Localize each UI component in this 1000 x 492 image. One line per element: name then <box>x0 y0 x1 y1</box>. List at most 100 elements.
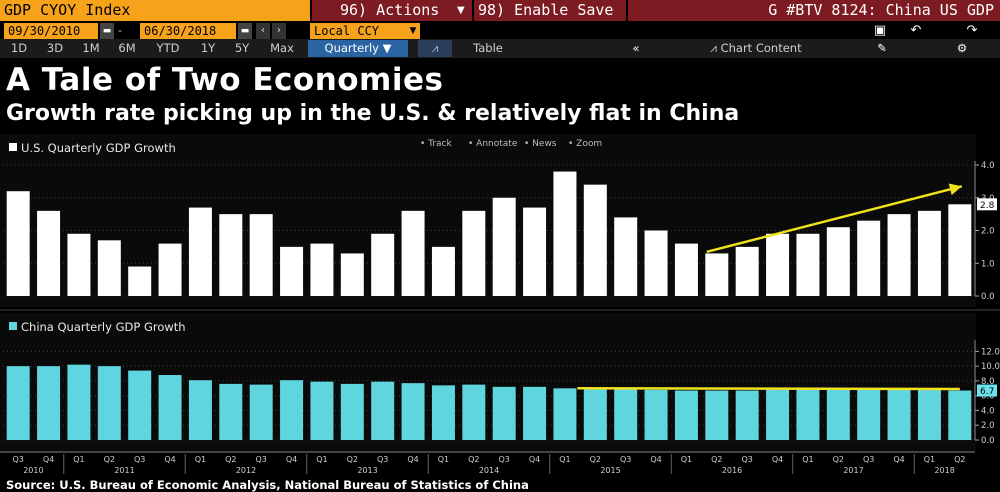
china-bar <box>826 389 850 440</box>
x-tick-label: Q1 <box>195 455 206 464</box>
period-ytd[interactable]: YTD <box>156 41 180 55</box>
us-ytick-label: 2.0 <box>981 227 995 237</box>
x-tick-label: Q4 <box>164 455 175 464</box>
x-tick-label: Q4 <box>529 455 540 464</box>
redo-icon[interactable]: ↷ <box>966 23 978 38</box>
period-6m[interactable]: 6M <box>118 41 136 55</box>
period-5y[interactable]: 5Y <box>234 41 250 55</box>
china-ytick-label: 2.0 <box>981 421 995 431</box>
china-bar <box>462 384 486 440</box>
chart-tool-news: • News <box>524 139 557 149</box>
start-date-field[interactable]: 09/30/2010 <box>4 23 98 39</box>
function-title: G #BTV 8124: China US GDP <box>628 0 1000 21</box>
us-bar <box>523 207 547 296</box>
us-ytick-label: 4.0 <box>981 161 995 171</box>
china-bar <box>523 386 547 440</box>
china-bar <box>553 388 577 440</box>
table-button[interactable]: Table <box>473 41 503 55</box>
x-year-label: 2010 <box>23 466 43 475</box>
us-bar <box>735 246 759 296</box>
period-1d[interactable]: 1D <box>10 41 28 55</box>
x-year-label: 2012 <box>236 466 256 475</box>
period-1m[interactable]: 1M <box>82 41 100 55</box>
us-ytick-label: 1.0 <box>981 259 995 269</box>
china-ytick-label: 0.0 <box>981 436 995 446</box>
chart-content-icon: ⩘ <box>710 41 717 55</box>
x-tick-label: Q4 <box>893 455 904 464</box>
chevron-down-icon[interactable]: ▼ <box>406 23 420 39</box>
china-bar <box>6 366 30 440</box>
us-bar <box>705 253 729 296</box>
us-bar <box>6 191 30 296</box>
us-bar <box>128 266 152 296</box>
x-tick-label: Q4 <box>407 455 418 464</box>
frequency-label: Quarterly <box>324 41 379 55</box>
china-bar <box>188 380 212 440</box>
x-year-label: 2018 <box>934 466 954 475</box>
x-tick-label: Q3 <box>377 455 388 464</box>
collapse-icon[interactable]: « <box>632 41 640 55</box>
us-trend-arrowhead <box>948 183 962 196</box>
x-tick-label: Q3 <box>498 455 509 464</box>
us-bar <box>766 233 790 296</box>
edit-icon[interactable]: ✎ <box>877 41 887 55</box>
frequency-select[interactable]: Quarterly ▼ <box>308 40 408 57</box>
x-tick-label: Q4 <box>772 455 783 464</box>
x-year-label: 2016 <box>722 466 742 475</box>
period-1y[interactable]: 1Y <box>200 41 216 55</box>
china-bar <box>735 390 759 440</box>
us-bar <box>462 210 486 296</box>
x-tick-label: Q4 <box>286 455 297 464</box>
china-bar <box>310 381 334 440</box>
china-bar <box>766 389 790 440</box>
arrow-left-icon[interactable]: ‹ <box>256 23 270 39</box>
china-bar <box>857 389 881 440</box>
x-tick-label: Q2 <box>711 455 722 464</box>
calendar-icon[interactable]: ▬ <box>238 23 252 39</box>
us-bar <box>796 233 820 296</box>
end-date-field[interactable]: 06/30/2018 <box>140 23 236 39</box>
china-bar <box>249 384 273 440</box>
x-tick-label: Q1 <box>802 455 813 464</box>
calendar-icon[interactable]: ▬ <box>100 23 114 39</box>
currency-select[interactable]: Local CCY <box>310 23 406 39</box>
x-tick-label: Q3 <box>255 455 266 464</box>
chevron-down-icon[interactable]: ▼ <box>457 5 465 16</box>
chart-content-button[interactable]: ⩘ Chart Content <box>696 40 816 57</box>
us-legend-label: U.S. Quarterly GDP Growth <box>21 141 176 155</box>
actions-menu[interactable]: 96) Actions <box>312 0 472 21</box>
china-bar <box>280 380 304 440</box>
x-tick-label: Q4 <box>650 455 661 464</box>
screen-icon[interactable]: ▣ <box>873 23 887 38</box>
china-bar <box>401 383 425 440</box>
line-chart-icon[interactable]: ⩘ <box>418 40 452 57</box>
us-bar <box>280 246 304 296</box>
us-bar <box>917 210 941 296</box>
enable-save-button[interactable]: 98) Enable Save <box>474 0 626 21</box>
us-bar <box>887 214 911 296</box>
x-tick-label: Q2 <box>347 455 358 464</box>
us-bar <box>219 214 243 296</box>
arrow-right-icon[interactable]: › <box>272 23 286 39</box>
x-tick-label: Q2 <box>225 455 236 464</box>
china-bar <box>340 383 364 440</box>
us-last-value: 2.8 <box>980 201 995 211</box>
gdp-chart: • Track• Annotate• News• Zoom4.03.02.01.… <box>0 134 1000 475</box>
x-tick-label: Q1 <box>438 455 449 464</box>
x-tick-label: Q2 <box>833 455 844 464</box>
x-tick-label: Q1 <box>681 455 692 464</box>
chart-tool-zoom: • Zoom <box>568 139 602 149</box>
chart-content-label: Chart Content <box>720 41 802 55</box>
us-bar <box>583 184 607 296</box>
china-bar <box>219 383 243 440</box>
china-bar <box>614 389 638 440</box>
period-3d[interactable]: 3D <box>46 41 64 55</box>
china-bar <box>37 366 61 440</box>
period-max[interactable]: Max <box>270 41 294 55</box>
ticker-field[interactable]: GDP CYOY Index <box>0 0 310 21</box>
gear-icon[interactable]: ⚙ <box>956 41 968 55</box>
china-bar <box>371 381 395 440</box>
undo-icon[interactable]: ↶ <box>910 23 922 38</box>
us-bar <box>401 210 425 296</box>
us-bar <box>857 220 881 296</box>
